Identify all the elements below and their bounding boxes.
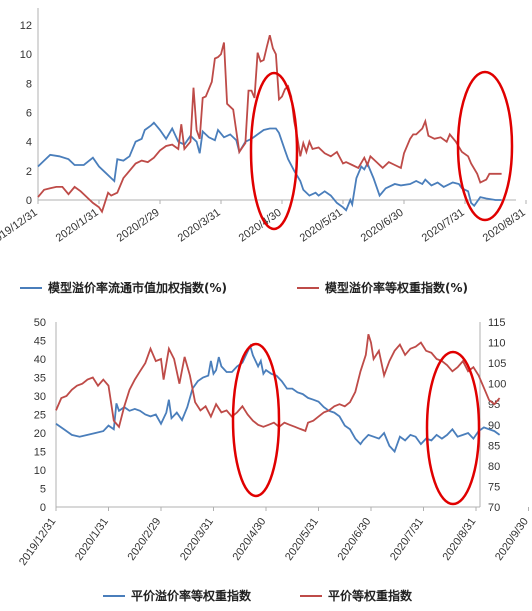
y-tick-label: 10 [34, 465, 46, 477]
left-y-axis-ticks: 0 5 10 15 20 25 30 35 40 45 50 [34, 317, 46, 514]
series-line-float-mv-weighted [37, 121, 502, 212]
series-line-parity-equal [55, 334, 501, 433]
x-tick-label: 2020/3/31 [178, 516, 216, 563]
y-tick-label: 0 [40, 502, 46, 514]
x-tick-label: 2020/6/30 [359, 207, 406, 245]
y-tick-label: 40 [34, 354, 46, 366]
right-y-tick-label: 70 [488, 502, 500, 514]
y-tick-label: 2 [26, 166, 32, 178]
highlight-ellipse [456, 70, 514, 222]
x-tick-label: 2020/5/31 [298, 207, 345, 245]
y-tick-label: 45 [34, 336, 46, 348]
x-tick-label: 2020/8/31 [441, 516, 479, 563]
right-y-tick-label: 90 [488, 420, 500, 432]
right-y-tick-label: 110 [488, 338, 506, 350]
y-axis-ticks: 0 2 4 6 8 10 12 [20, 20, 32, 207]
x-tick-label: 2020/9/30 [493, 516, 531, 563]
y-tick-label: 10 [20, 49, 32, 61]
right-y-tick-label: 105 [488, 358, 506, 370]
x-tick-label: 2020/3/31 [176, 207, 223, 245]
x-tick-label: 2020/1/31 [73, 516, 111, 563]
legend: 模型溢价率流通市值加权指数(%) 模型溢价率等权重指数(%) [20, 280, 468, 295]
legend: 平价溢价率等权重指数 平价等权重指数 [103, 588, 413, 603]
y-tick-label: 5 [40, 484, 46, 496]
legend-label: 模型溢价率流通市值加权指数(%) [48, 280, 227, 295]
x-tick-label: 2020/2/29 [115, 207, 162, 245]
right-y-tick-label: 100 [488, 379, 506, 391]
highlight-ellipse [249, 71, 299, 231]
series-line-parity-premium-equal [55, 343, 501, 454]
x-tick-label: 2020/1/31 [54, 207, 101, 245]
x-axis-ticks: 2019/12/31 2020/1/31 2020/2/29 2020/3/31 202… [17, 507, 531, 568]
highlight-ellipse [231, 342, 281, 498]
y-tick-label: 30 [34, 391, 46, 403]
x-tick-label: 2020/4/30 [231, 516, 269, 563]
x-tick-label: 2020/6/30 [336, 516, 374, 563]
y-tick-label: 35 [34, 373, 46, 385]
y-tick-label: 8 [26, 78, 32, 90]
highlight-ellipse [425, 350, 481, 506]
y-tick-label: 0 [26, 195, 32, 207]
legend-label: 平价溢价率等权重指数 [131, 588, 252, 603]
series-line-equal-weighted [37, 34, 502, 214]
legend-label: 模型溢价率等权重指数(%) [325, 280, 468, 295]
y-tick-label: 4 [26, 137, 32, 149]
right-y-tick-label: 80 [488, 461, 500, 473]
legend-label: 平价等权重指数 [328, 588, 413, 603]
x-tick-label: 2019/12/31 [17, 516, 58, 568]
x-tick-label: 2020/8/31 [481, 207, 528, 245]
x-tick-label: 2019/12/31 [0, 207, 40, 248]
right-y-tick-label: 75 [488, 481, 500, 493]
x-tick-label: 2020/7/31 [388, 516, 426, 563]
y-tick-label: 15 [34, 447, 46, 459]
right-y-tick-label: 115 [488, 317, 506, 329]
y-tick-label: 6 [26, 108, 32, 120]
right-y-tick-label: 85 [488, 440, 500, 452]
x-tick-label: 2020/2/29 [126, 516, 164, 563]
x-tick-label: 2020/7/31 [420, 207, 467, 245]
y-tick-label: 25 [34, 410, 46, 422]
x-tick-label: 2020/5/31 [283, 516, 321, 563]
y-tick-label: 20 [34, 428, 46, 440]
y-tick-label: 50 [34, 317, 46, 329]
y-tick-label: 12 [20, 20, 32, 32]
premium-model-chart: 0 2 4 6 8 10 12 2019/12/31 2020/1/31 2020/2/29 20… [0, 8, 528, 295]
